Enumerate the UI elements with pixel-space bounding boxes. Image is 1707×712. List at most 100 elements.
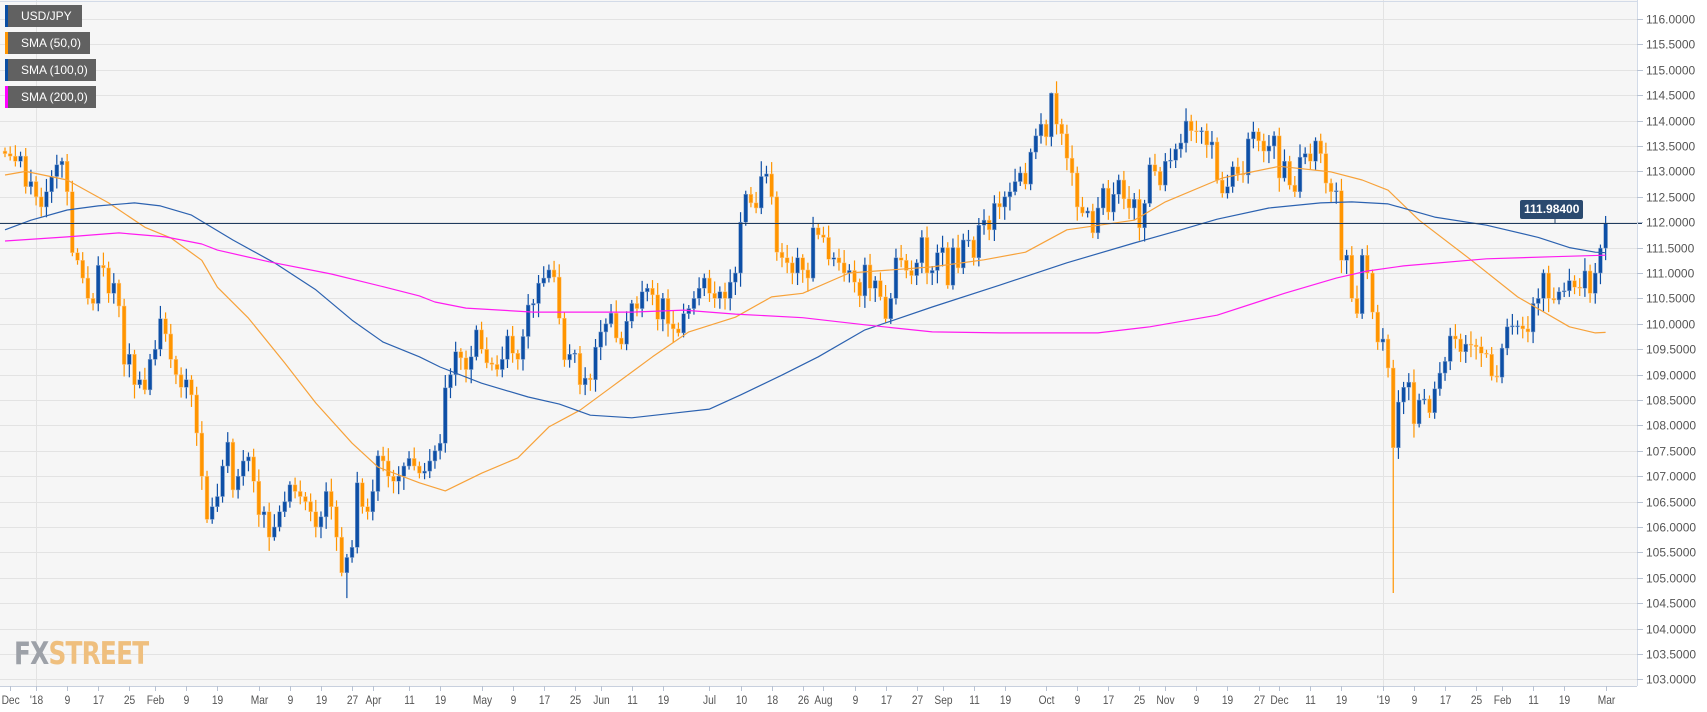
candle-body [163, 318, 168, 335]
x-tick-label: 17 [1440, 694, 1451, 707]
candle-body [355, 482, 360, 548]
candle-body [785, 257, 790, 264]
x-tick-label: Aug [814, 694, 832, 707]
candle-body [33, 181, 39, 198]
x-tick-label: 25 [570, 694, 581, 707]
candle [1360, 248, 1365, 319]
candle [759, 161, 764, 215]
candle [1323, 142, 1329, 194]
candle [1515, 320, 1520, 335]
candle [339, 527, 344, 577]
x-tick-label: '18 [30, 694, 43, 707]
candle [893, 248, 899, 305]
candle [774, 191, 779, 261]
candle-body [1266, 145, 1272, 152]
candle-body [981, 219, 987, 226]
candle-body [873, 280, 878, 289]
candle-body [1251, 131, 1256, 140]
candle-body [204, 475, 210, 520]
candle [992, 195, 997, 241]
candle [707, 269, 712, 302]
candle-body [282, 501, 287, 513]
candle [981, 209, 987, 235]
candle-body [1075, 172, 1080, 208]
candle-body [1044, 123, 1049, 138]
x-tick-label: Sep [934, 694, 952, 707]
candle [324, 482, 329, 529]
y-tick-label: 112.5000 [1646, 191, 1695, 205]
candle-body [479, 329, 484, 350]
candle-body [1220, 179, 1225, 194]
candle [1059, 118, 1064, 145]
candle-body [1069, 157, 1075, 174]
candle [1178, 133, 1184, 158]
x-tick-label: 9 [1412, 694, 1418, 707]
y-tick-label: 107.5000 [1646, 445, 1696, 459]
candle [484, 337, 489, 369]
candle [914, 259, 919, 286]
candle [987, 215, 992, 241]
candle [349, 540, 355, 563]
candle [1101, 183, 1106, 215]
x-tick-label: 10 [736, 694, 747, 707]
candle-body [862, 264, 868, 297]
x-tick-label: 9 [511, 694, 517, 707]
candle [1183, 108, 1189, 153]
x-tick-label: 17 [881, 694, 892, 707]
candle-body [13, 155, 18, 162]
candle [1468, 331, 1474, 358]
candle-body [386, 460, 391, 477]
candle [1235, 157, 1240, 181]
candle-body [44, 191, 49, 208]
candle [1095, 197, 1101, 239]
candle-body [142, 379, 148, 391]
candle [1484, 349, 1489, 358]
candle [1442, 356, 1448, 381]
candle [1380, 328, 1386, 351]
legend-usdjpy[interactable]: USD/JPY [5, 5, 82, 27]
candle [1292, 176, 1297, 197]
legend-sma-100[interactable]: SMA (100,0) [5, 59, 96, 81]
candle [935, 244, 940, 284]
candle-body [805, 269, 811, 279]
candle [427, 449, 432, 479]
candle [862, 257, 868, 308]
candle [1427, 395, 1432, 418]
candle [598, 320, 603, 361]
candle [189, 375, 194, 407]
candle [1266, 135, 1272, 164]
candle-body [448, 374, 453, 389]
candle [738, 212, 743, 287]
x-tick-label: Feb [147, 694, 165, 707]
x-tick-label: 27 [1254, 694, 1265, 707]
candle [1375, 304, 1380, 350]
candle-body [1587, 270, 1593, 294]
candle [821, 226, 826, 243]
candle-body [1349, 254, 1354, 299]
candle [39, 187, 44, 217]
x-tick-label: 25 [1471, 694, 1482, 707]
candle-body [821, 234, 826, 238]
legend-sma-200[interactable]: SMA (200,0) [5, 86, 96, 108]
candle [448, 368, 453, 399]
candle [603, 318, 609, 346]
candle [1541, 269, 1546, 312]
candle-body [1090, 210, 1095, 234]
candle-body [779, 251, 785, 259]
x-tick-label: Apr [366, 694, 382, 707]
candle [764, 165, 769, 184]
candle-body [1473, 344, 1479, 347]
candle [334, 500, 339, 551]
legend-sma-50[interactable]: SMA (50,0) [5, 32, 90, 54]
candle-body [28, 181, 34, 187]
candle [70, 180, 75, 257]
candle [1308, 143, 1313, 170]
candle [831, 252, 836, 267]
candle [453, 341, 458, 386]
candle-body [194, 394, 199, 434]
candle [1572, 275, 1577, 295]
year-grid-lines [36, 0, 1384, 686]
candle [1494, 365, 1499, 383]
candle [225, 432, 230, 473]
candle [153, 340, 158, 366]
